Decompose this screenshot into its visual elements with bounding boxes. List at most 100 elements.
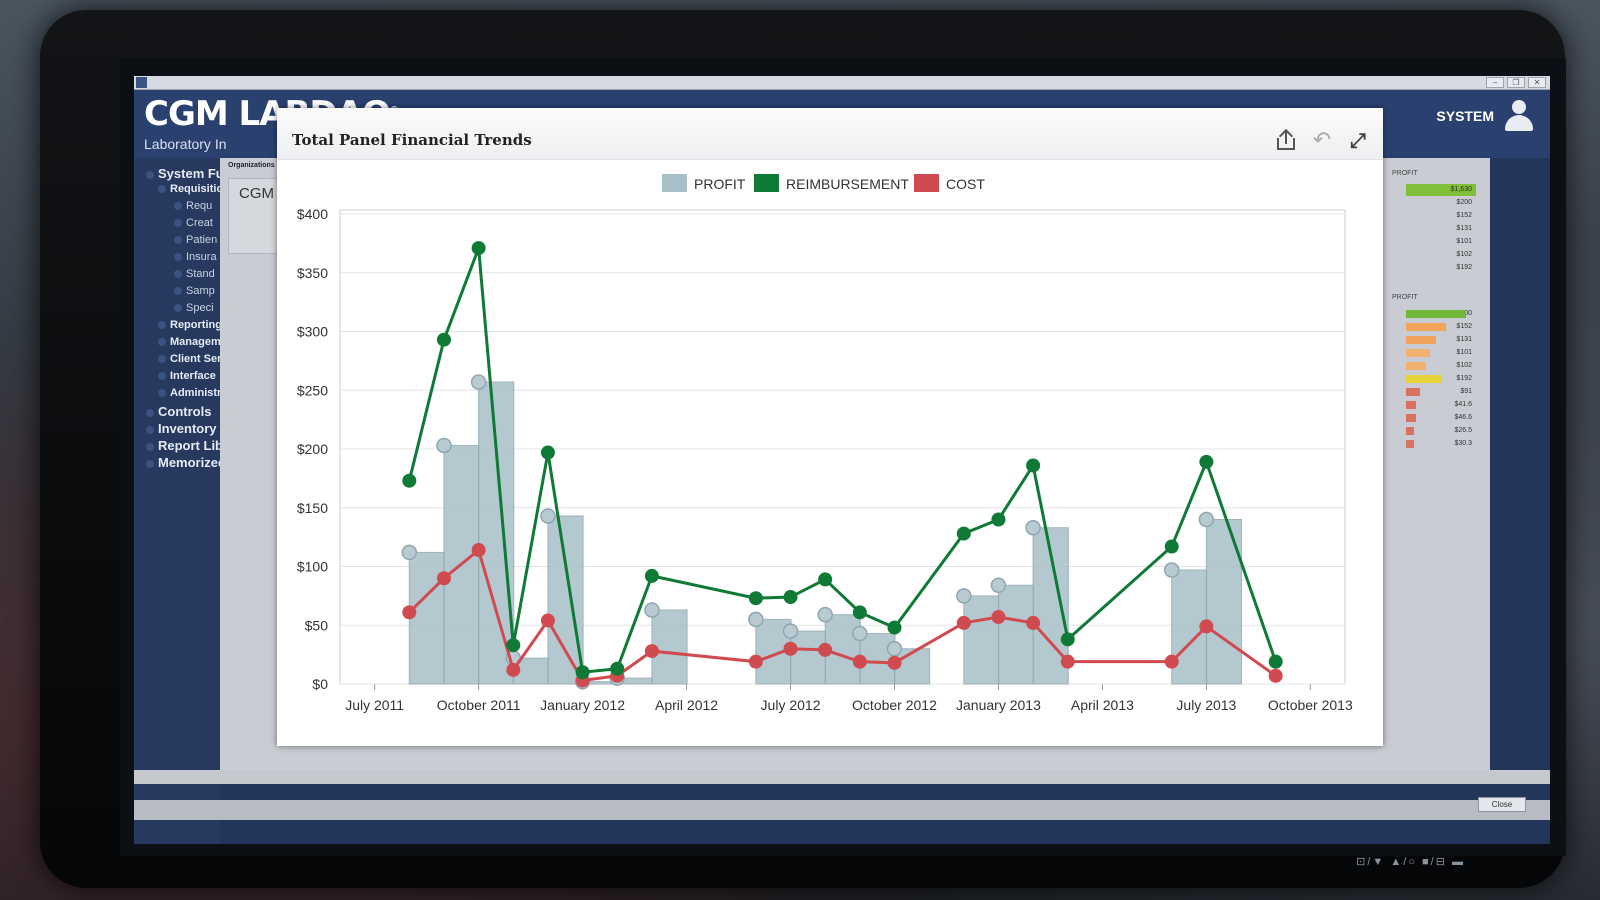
cost-point: [748, 654, 763, 669]
profit-point: [401, 544, 418, 561]
cost-point: [471, 543, 486, 558]
profit-bar: [1406, 414, 1416, 422]
user-settings-icon[interactable]: [1502, 100, 1536, 134]
share-icon[interactable]: [1275, 128, 1297, 152]
profit-point: [817, 606, 833, 623]
sidebar-bullet-icon: [174, 202, 182, 211]
profit-bar: [1406, 336, 1436, 344]
reimbursement-point: [748, 591, 763, 606]
cost-point: [644, 644, 659, 659]
sidebar-item-label: Speci: [186, 302, 214, 314]
sidebar-item-label: Report Lib: [158, 438, 223, 453]
restore-button[interactable]: ❐: [1507, 77, 1525, 88]
sidebar-item-3[interactable]: Creat: [174, 217, 213, 229]
list-item: $192: [1456, 264, 1472, 271]
x-tick-label: April 2012: [655, 697, 718, 713]
list-item: $102: [1456, 251, 1472, 258]
sidebar-item-label: Client Serv: [170, 353, 228, 365]
reimbursement-point: [818, 572, 833, 587]
sidebar-bullet-icon: [174, 270, 182, 279]
sidebar-item-15[interactable]: Inventory: [146, 421, 217, 436]
cost-point: [783, 641, 798, 656]
sidebar-bullet-icon: [146, 442, 154, 451]
x-tick-label: October 2011: [437, 697, 521, 713]
sidebar-item-8[interactable]: Speci: [174, 302, 214, 314]
reimbursement-point: [1026, 458, 1041, 473]
sidebar-item-17[interactable]: Memorized: [146, 455, 226, 470]
profit-list-panel: PROFIT $1,630 $200 $152 $131 $101 $102 $192 PROF…: [1388, 170, 1476, 710]
sidebar-item-4[interactable]: Patien: [174, 234, 217, 246]
sidebar-nav: System Fun Requisitio Requ Creat Patien Insur…: [134, 158, 232, 844]
profit-point: [470, 374, 487, 390]
sidebar-item-1[interactable]: Requisitio: [158, 183, 223, 195]
sidebar-bullet-icon: [174, 287, 182, 296]
cost-point: [402, 605, 417, 620]
sidebar-item-label: Controls: [158, 404, 212, 419]
sidebar-item-label: Memorized: [158, 455, 226, 470]
minimize-button[interactable]: –: [1486, 77, 1504, 88]
sidebar-item-label: Stand: [186, 268, 215, 280]
profit-bar: [1406, 401, 1416, 409]
y-tick-label: $100: [297, 559, 328, 575]
sidebar-bullet-icon: [174, 304, 182, 313]
sidebar-item-9[interactable]: Reporting: [158, 319, 222, 331]
y-tick-label: $400: [297, 206, 328, 222]
financial-trends-chart: $0 $50 $100 $150 $200 $250 $300 $350 $400 July 20…: [297, 174, 1353, 713]
list-item: $102: [1406, 360, 1476, 372]
bottom-strip: [134, 770, 1550, 784]
list-item: $30.3: [1406, 438, 1476, 450]
legend-swatch-cost: [914, 174, 939, 192]
sidebar-item-14[interactable]: Controls: [146, 404, 211, 419]
undo-icon[interactable]: ↶: [1312, 127, 1332, 152]
reimbursement-point: [471, 241, 486, 256]
sidebar-item-5[interactable]: Insura: [174, 251, 217, 263]
list-item: $91: [1406, 386, 1476, 398]
cost-point: [540, 613, 555, 628]
sidebar-item-label: Managem: [170, 336, 221, 348]
sidebar-item-label: Interface: [170, 370, 216, 382]
modal-title: Total Panel Financial Trends: [292, 131, 532, 149]
profit-bar: [1406, 427, 1414, 435]
app-icon: [136, 77, 147, 88]
sidebar-item-label: Insura: [186, 251, 217, 263]
list-item: $1,630: [1406, 184, 1476, 196]
reimbursement-point: [610, 661, 625, 676]
sidebar-item-13[interactable]: Administra: [158, 387, 227, 399]
user-name[interactable]: SYSTEM: [1436, 108, 1494, 124]
list-item: $200: [1456, 199, 1472, 206]
sidebar-item-6[interactable]: Stand: [174, 268, 215, 280]
profit-step-bar: [478, 381, 515, 685]
list-item: $152: [1456, 212, 1472, 219]
sidebar-item-11[interactable]: Client Serv: [158, 353, 227, 365]
close-button[interactable]: Close: [1478, 797, 1526, 812]
reimbursement-point: [1060, 632, 1075, 647]
cost-point: [1026, 615, 1041, 630]
x-tick-label: October 2013: [1268, 697, 1353, 713]
profit-point: [1025, 519, 1041, 536]
profit-point: [990, 577, 1007, 594]
sidebar-bullet-icon: [158, 355, 166, 364]
legend-swatch-reimbursement: [754, 174, 779, 192]
sidebar-item-0[interactable]: System Fun: [146, 166, 232, 181]
sidebar-item-7[interactable]: Samp: [174, 285, 215, 297]
sidebar-item-10[interactable]: Managem: [158, 336, 221, 348]
x-tick-label: July 2012: [761, 697, 821, 713]
close-window-button[interactable]: ✕: [1528, 77, 1546, 88]
financial-trends-modal: Total Panel Financial Trends ↶ ⤢ $0 $50 $1…: [277, 108, 1383, 746]
list-item: $131: [1406, 334, 1476, 346]
profit-bar: [1406, 349, 1430, 357]
profit-point: [956, 588, 972, 604]
x-tick-label: October 2012: [852, 697, 937, 713]
profit-bar: [1406, 310, 1466, 318]
profit-point: [436, 437, 452, 454]
modal-header: Total Panel Financial Trends ↶ ⤢: [277, 108, 1383, 160]
sidebar-item-16[interactable]: Report Lib: [146, 438, 223, 453]
list-item: $101: [1406, 347, 1476, 359]
expand-icon[interactable]: ⤢: [1350, 130, 1366, 152]
list-item: $131: [1456, 225, 1472, 232]
sidebar-bullet-icon: [146, 425, 154, 434]
sidebar-item-12[interactable]: Interface: [158, 370, 216, 382]
sidebar-item-2[interactable]: Requ: [174, 200, 212, 212]
profit-step-bar: [547, 515, 584, 685]
cost-point: [1060, 654, 1075, 669]
